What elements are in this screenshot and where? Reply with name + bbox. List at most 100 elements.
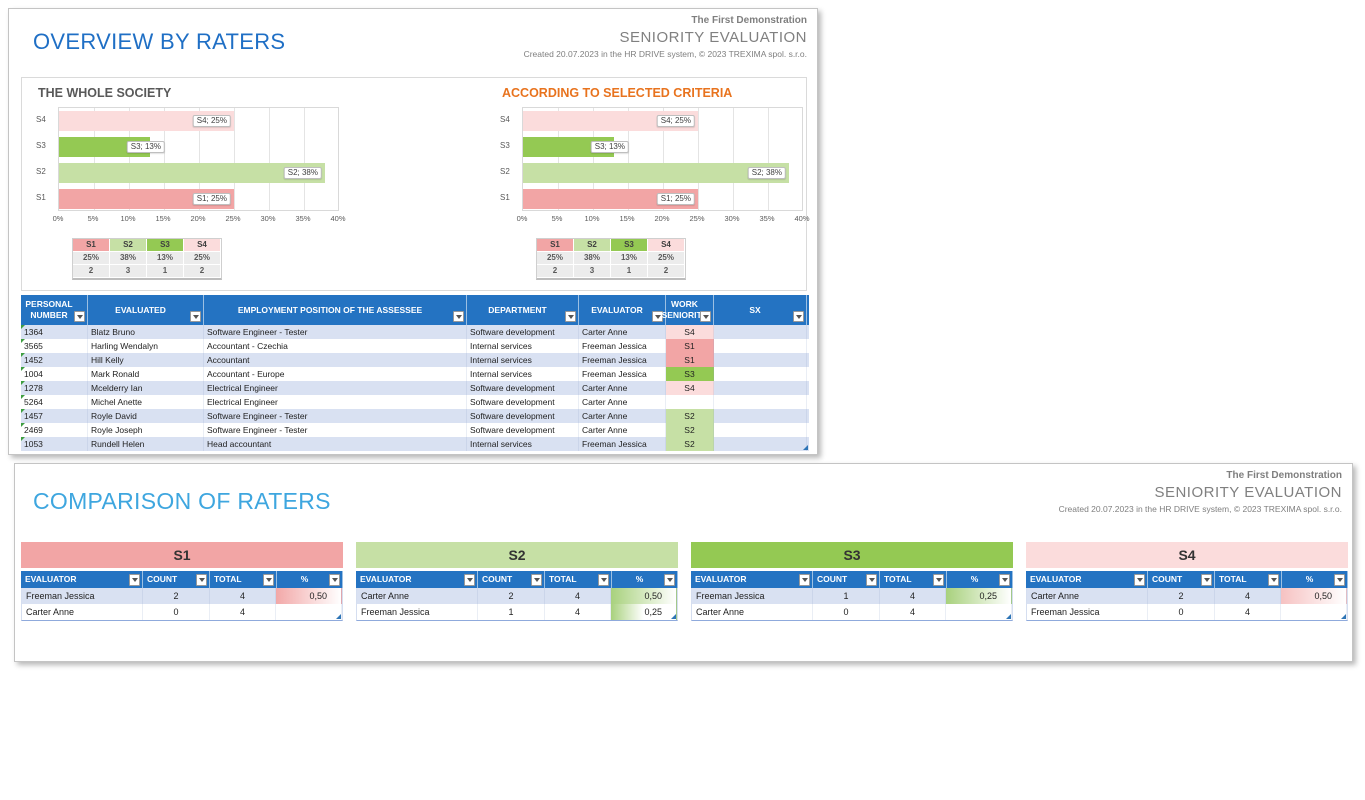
chevron-down-icon (192, 314, 199, 319)
table-resize-handle[interactable] (336, 614, 341, 619)
sx-cell (714, 409, 807, 423)
filter-dropdown-button[interactable] (999, 574, 1010, 586)
filter-dropdown-button[interactable] (799, 574, 810, 586)
column-header-sx: SX (714, 295, 807, 325)
bar-data-label: S2; 38% (283, 167, 322, 179)
comparison-table-body: Carter Anne 2 4 0,50 Freeman Jessica 1 4 0,25 (356, 588, 678, 621)
chart-title: THE WHOLE SOCIETY (38, 86, 172, 100)
personal-number-cell: 1053 (21, 437, 88, 451)
evaluated-cell: Rundell Helen (88, 437, 204, 451)
filter-dropdown-button[interactable] (263, 574, 274, 586)
filter-dropdown-button[interactable] (196, 574, 207, 586)
bar-data-label: S3; 13% (126, 141, 165, 153)
column-header-evaluated: EVALUATED (88, 295, 204, 325)
gridline (628, 108, 629, 210)
bar-s4 (523, 111, 698, 131)
chevron-down-icon (600, 578, 607, 582)
filter-dropdown-button[interactable] (129, 574, 140, 586)
chevron-down-icon (1001, 578, 1008, 582)
filter-dropdown-button[interactable] (74, 311, 85, 322)
evaluated-cell: Royle David (88, 409, 204, 423)
category-label: S4 (500, 115, 510, 124)
position-cell: Electrical Engineer (204, 395, 467, 409)
position-cell: Software Engineer - Tester (204, 423, 467, 437)
table-resize-handle[interactable] (1006, 614, 1011, 619)
axis-tick-label: 0% (52, 214, 64, 223)
number-stored-as-text-flag (21, 395, 25, 399)
axis-tick-label: 40% (330, 214, 346, 223)
summary-percent-cell: 38% (574, 252, 611, 265)
filter-dropdown-button[interactable] (598, 574, 609, 586)
comparison-table-s2: S2 EVALUATOR COUNT TOTAL% Carter Anne 2 4 0,50 F… (356, 542, 678, 621)
summary-header-s2: S2 (110, 239, 147, 252)
axis-tick-label: 0% (516, 214, 528, 223)
filter-dropdown-button[interactable] (1334, 574, 1345, 586)
column-header-total: TOTAL (545, 571, 612, 588)
filter-dropdown-button[interactable] (652, 311, 663, 322)
table-row: Freeman Jessica 2 4 0,50 (22, 588, 342, 604)
personal-number-cell: 1457 (21, 409, 88, 423)
column-header-evaluator: EVALUATOR (579, 295, 666, 325)
bar-s2 (59, 163, 325, 183)
chart-title: ACCORDING TO SELECTED CRITERIA (502, 86, 733, 100)
work-seniority-cell (666, 395, 714, 409)
total-cell: 4 (880, 604, 947, 620)
comparison-table-body: Carter Anne 2 4 0,50 Freeman Jessica 0 4 (1026, 588, 1348, 621)
personal-number-cell: 1364 (21, 325, 88, 339)
filter-dropdown-button[interactable] (1268, 574, 1279, 586)
filter-dropdown-button[interactable] (933, 574, 944, 586)
table-resize-handle[interactable] (671, 614, 676, 619)
percent-cell (276, 604, 342, 620)
axis-tick-label: 10% (120, 214, 136, 223)
bar-data-label: S1; 25% (656, 193, 695, 205)
group-header-s1: S1 (21, 542, 343, 568)
column-header-percent: % (1282, 571, 1348, 588)
comparison-table-body: Freeman Jessica 1 4 0,25 Carter Anne 0 4 (691, 588, 1013, 621)
evaluated-cell: Hill Kelly (88, 353, 204, 367)
filter-dropdown-button[interactable] (453, 311, 464, 322)
table-resize-handle[interactable] (1341, 614, 1346, 619)
summary-header-s4: S4 (184, 239, 221, 252)
percent-cell: 0,50 (1281, 588, 1347, 604)
charts-container: THE WHOLE SOCIETY S4 S3 S2 S1 S4; 25% S3; 13… (21, 77, 810, 291)
filter-dropdown-button[interactable] (190, 311, 201, 322)
department-cell: Internal services (467, 339, 579, 353)
filter-dropdown-button[interactable] (866, 574, 877, 586)
filter-dropdown-button[interactable] (464, 574, 475, 586)
category-label: S1 (500, 193, 510, 202)
chevron-down-icon (801, 578, 808, 582)
position-cell: Electrical Engineer (204, 381, 467, 395)
chevron-down-icon (935, 578, 942, 582)
filter-dropdown-button[interactable] (664, 574, 675, 586)
filter-dropdown-button[interactable] (565, 311, 576, 322)
total-cell: 4 (880, 588, 947, 604)
column-header-evaluator: EVALUATOR (1026, 571, 1148, 588)
department-cell: Software development (467, 395, 579, 409)
evaluated-cell: Royle Joseph (88, 423, 204, 437)
table-resize-handle[interactable] (803, 445, 808, 450)
chevron-down-icon (1136, 578, 1143, 582)
comparison-table-header: EVALUATOR COUNT TOTAL% (691, 571, 1013, 588)
group-header-s4: S4 (1026, 542, 1348, 568)
total-cell: 4 (545, 588, 612, 604)
position-cell: Accountant - Europe (204, 367, 467, 381)
evaluation-table: PERSONAL NUMBER EVALUATED EMPLOYMENT POSIT… (21, 295, 809, 451)
gridline (304, 108, 305, 210)
axis-tick-label: 35% (295, 214, 311, 223)
summary-count-cell: 2 (648, 265, 685, 278)
filter-dropdown-button[interactable] (531, 574, 542, 586)
personal-number-cell: 2469 (21, 423, 88, 437)
summary-header-s3: S3 (611, 239, 648, 252)
sx-cell (714, 339, 807, 353)
axis-tick-label: 25% (225, 214, 241, 223)
sx-cell (714, 423, 807, 437)
filter-dropdown-button[interactable] (1134, 574, 1145, 586)
category-label: S4 (36, 115, 46, 124)
total-cell: 4 (210, 588, 277, 604)
filter-dropdown-button[interactable] (793, 311, 804, 322)
filter-dropdown-button[interactable] (329, 574, 340, 586)
chevron-down-icon (1203, 578, 1210, 582)
column-header-evaluator: EVALUATOR (21, 571, 143, 588)
filter-dropdown-button[interactable] (1201, 574, 1212, 586)
filter-dropdown-button[interactable] (700, 311, 711, 322)
